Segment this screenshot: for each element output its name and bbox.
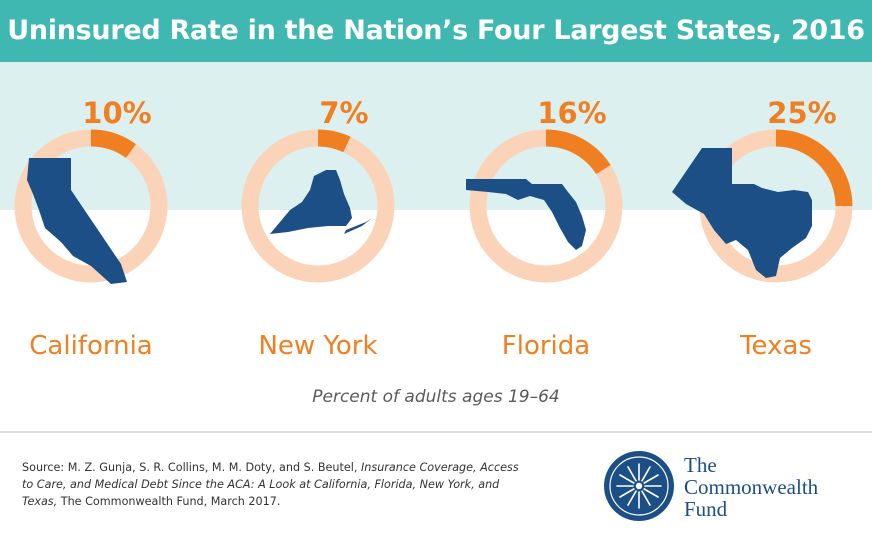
source-suffix: The Commonwealth Fund, March 2017. [57, 495, 281, 508]
value-label-new-york: 7% [319, 96, 368, 130]
logo-ray [643, 474, 659, 484]
source-note: Source: M. Z. Gunja, S. R. Collins, M. M… [22, 459, 522, 510]
page-title: Uninsured Rate in the Nation’s Four Larg… [0, 0, 872, 62]
value-label-florida: 16% [537, 96, 606, 130]
uninsured-rate-chart: 10% California 7% New York 16% Florida 25% Texa… [14, 96, 853, 361]
state-label-florida: Florida [502, 331, 590, 361]
commonwealth-fund-star-icon [604, 451, 674, 521]
texas-state-icon [672, 148, 812, 278]
uninsured-arc-new-york [317, 129, 351, 153]
logo-ray [643, 488, 659, 498]
divider [0, 431, 872, 433]
logo-line: The [684, 453, 717, 477]
chart-caption: Percent of adults ages 19–64 [312, 387, 560, 407]
logo-ray [619, 474, 635, 484]
value-label-texas: 25% [767, 96, 836, 130]
state-label-new-york: New York [258, 331, 377, 361]
state-label-texas: Texas [739, 331, 812, 361]
logo-line: Commonwealth [684, 475, 819, 499]
logo-ray [627, 466, 637, 482]
source-prefix: Source: M. Z. Gunja, S. R. Collins, M. M… [22, 461, 361, 474]
new-york-state-icon [270, 170, 372, 234]
source-title: Insurance Coverage, Access to Care, and … [22, 461, 519, 508]
commonwealth-fund-logo-text: The Commonwealth Fund [684, 454, 818, 520]
uninsured-arc-california [90, 129, 136, 159]
uninsured-arc-texas [775, 129, 853, 207]
uninsured-arc-florida [545, 129, 611, 175]
value-label-california: 10% [82, 96, 151, 130]
logo-ray [619, 488, 635, 498]
logo-line: Fund [684, 497, 728, 521]
florida-state-icon [466, 179, 586, 250]
logo-ray [641, 490, 651, 506]
logo-ray [627, 490, 637, 506]
california-state-icon [27, 158, 127, 284]
state-label-california: California [29, 331, 152, 361]
logo-ray [641, 466, 651, 482]
